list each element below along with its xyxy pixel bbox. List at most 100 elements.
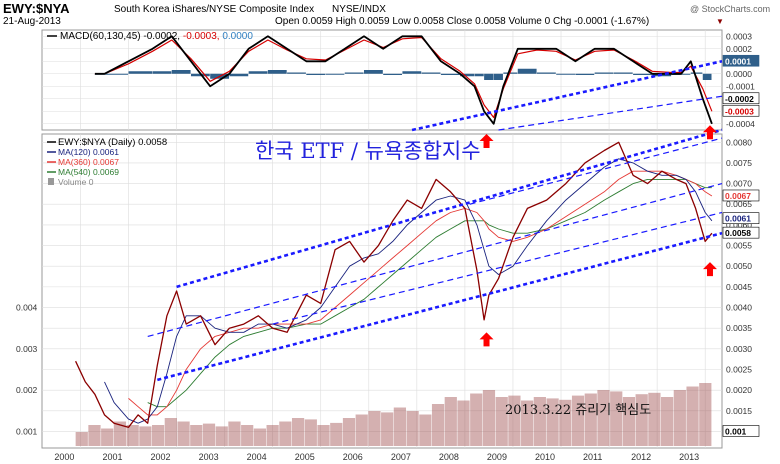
price-panel-frame [41,133,723,449]
volume-bar [597,390,610,446]
price-legend-item: MA(540) 0.0069 [58,167,119,177]
volume-bar [355,414,368,446]
x-tick-label: 2004 [247,452,267,462]
macd-histogram-bar [152,71,172,74]
price-value-label: 0.0058 [725,228,751,238]
macd-value-label-box [722,54,760,67]
trend-channel-line [469,137,723,205]
macd-histogram-bar [190,73,210,77]
macd-legend-part: -0.0002, [143,31,182,42]
x-tick-label: 2013 [679,452,699,462]
volume-bar [546,398,559,446]
price-left-tick-label: 0.004 [16,303,38,313]
macd-histogram-bar [517,68,537,74]
volume-bar [101,428,114,446]
macd-histogram-bar [128,71,153,74]
ma540-line [147,178,712,408]
volume-bar [571,395,585,446]
price-legend-swatch [48,178,54,185]
macd-histogram-bar [402,71,422,74]
price-tick-label: 0.0015 [726,406,752,416]
volume-bar [686,386,699,446]
volume-bar [177,421,190,446]
security-name: South Korea iShares/NYSE Composite Index [114,4,315,15]
price-value-label: 0.001 [725,426,747,436]
volume-bar [342,418,356,446]
macd-tick-label: 0.0002 [726,44,752,54]
macd-histogram-bar [171,70,191,74]
macd-histogram-bar [421,72,441,74]
trend-channel-line [157,231,723,382]
price-left-tick-label: 0.003 [16,344,38,354]
volume-bar [139,426,152,446]
macd-value-label-box [722,104,760,117]
volume-bar [431,404,445,446]
x-tick-label: 2006 [343,452,363,462]
volume-bar [622,397,636,446]
volume-bar [393,407,406,446]
trend-channel-line [176,128,723,289]
volume-bar [508,395,521,446]
macd-histogram-bar [344,72,364,74]
macd-line [94,35,713,125]
price-value-label-box [722,226,760,239]
volume-bar [190,425,203,446]
price-legend-item: EWY:$NYA (Daily) 0.0058 [58,137,167,148]
trend-channel-line [498,95,723,131]
price-legend-item: Volume 0 [58,177,94,187]
volume-bar [699,383,712,446]
x-tick-label: 2002 [151,452,171,462]
x-tick-label: 2008 [439,452,459,462]
macd-histogram-bar [248,71,268,74]
trend-channel-line [411,59,723,132]
macd-value-label: -0.0003 [725,106,754,116]
volume-bar [661,397,674,446]
macd-legend-part: 0.0000 [222,31,253,42]
volume-bar [533,397,546,446]
price-tick-label: 0.0030 [726,344,752,354]
stockcharts-watermark: @ StockCharts.com [690,4,771,14]
x-tick-label: 2010 [535,452,555,462]
macd-value-label: 0.0001 [725,56,751,66]
macd-histogram-bar [104,73,129,75]
x-tick-label: 2000 [54,452,74,462]
volume-bar [75,432,88,446]
volume-bar [202,423,216,446]
macd-value-label-box [722,92,760,105]
macd-histogram-bar [287,72,306,74]
macd-panel-frame [41,29,723,131]
price-tick-label: 0.0060 [726,220,752,230]
volume-bar [241,425,254,446]
volume-bar [610,391,623,446]
volume-bar [126,425,139,446]
price-value-label-box [722,425,760,437]
macd-histogram-bar [325,73,345,75]
price-tick-label: 0.0050 [726,261,752,271]
macd-histogram-bar [556,73,576,75]
volume-bar [495,397,508,446]
price-tick-label: 0.0075 [726,158,752,168]
macd-histogram-bar [690,72,703,74]
macd-histogram-bar [493,73,503,80]
price-value-label: 0.0067 [725,191,751,201]
trend-channel-line [147,182,723,338]
x-tick-label: 2012 [631,452,651,462]
volume-bar [253,428,267,446]
volume-bar [648,392,661,446]
macd-legend-part: MACD(60,130,45) [60,31,143,42]
x-tick-label: 2007 [391,452,411,462]
volume-bar [279,421,292,446]
volume-bar [406,411,419,446]
price-tick-label: 0.0065 [726,199,752,209]
price-legend-item: MA(120) 0.0061 [58,147,119,157]
volume-bar [584,393,597,446]
macd-histogram-bar [363,70,383,74]
macd-tick-label: -0.0001 [726,81,755,91]
macd-histogram-bar [474,73,484,77]
macd-histogram-bar [229,73,249,77]
price-value-label-box [722,189,760,202]
volume-bar [470,393,483,446]
macd-histogram-bar [484,73,494,80]
price-tick-label: 0.0035 [726,323,752,333]
